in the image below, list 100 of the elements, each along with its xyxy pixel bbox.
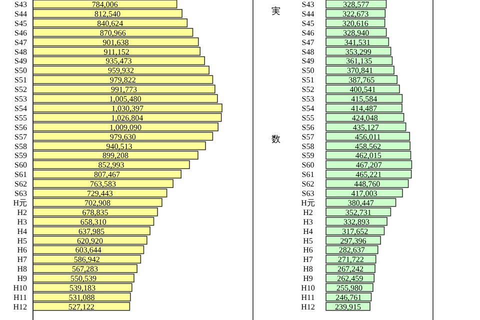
y-tick-label: S45	[302, 18, 314, 28]
data-label: 763,583	[90, 180, 116, 189]
data-label: 467,207	[356, 160, 382, 170]
y-tick-label: S55	[302, 113, 314, 122]
y-tick-label: S63	[302, 189, 314, 198]
data-label: 255,980	[336, 284, 362, 292]
data-label: 239,915	[335, 302, 362, 312]
y-tick-label: S50	[14, 66, 27, 76]
data-label: 935,473	[106, 56, 132, 66]
data-label: 317,652	[342, 226, 368, 236]
y-tick-label: S44	[14, 9, 27, 18]
y-tick-label: S62	[14, 180, 27, 189]
y-tick-label: S51	[14, 76, 27, 85]
y-tick-label: S49	[14, 56, 27, 66]
y-tick-label: S61	[14, 170, 27, 180]
y-tick-label: H12	[301, 302, 315, 312]
y-tick-label: S53	[302, 94, 314, 104]
y-tick-label: S52	[14, 85, 27, 94]
y-tick-label: S50	[302, 66, 314, 76]
y-tick-label: H9	[303, 274, 313, 284]
y-tick-label: S47	[302, 38, 314, 47]
y-tick-label: H3	[17, 217, 27, 226]
data-label: 414,487	[351, 104, 378, 113]
y-tick-label: S58	[302, 142, 314, 151]
data-label: 458,562	[355, 142, 382, 151]
y-tick-label: S48	[14, 47, 27, 56]
data-label: 911,152	[104, 47, 130, 56]
y-tick-label: H4	[303, 226, 313, 236]
data-label: 1,005,480	[109, 94, 142, 104]
y-tick-label: S54	[14, 104, 27, 113]
y-tick-label: H10	[301, 284, 315, 292]
y-tick-label: H2	[303, 208, 313, 217]
data-label: 586,942	[74, 255, 100, 264]
y-tick-label: S45	[14, 18, 27, 28]
data-label: 341,531	[344, 38, 370, 47]
data-label: 539,183	[69, 284, 96, 292]
y-tick-label: H元	[13, 198, 27, 208]
y-tick-label: S57	[302, 132, 314, 142]
y-tick-label: S48	[302, 47, 314, 56]
y-tick-label: H12	[13, 302, 27, 312]
data-label: 870,966	[100, 28, 126, 38]
data-label: 415,584	[351, 94, 378, 104]
data-label: 807,467	[94, 170, 120, 180]
data-label: 282,637	[338, 246, 365, 255]
y-tick-label: S58	[14, 142, 27, 151]
y-tick-label: H6	[17, 246, 27, 255]
y-tick-label: H10	[13, 284, 27, 292]
y-tick-label: H8	[303, 264, 313, 274]
data-label: 1,026,804	[111, 113, 144, 122]
y-tick-label: H3	[303, 217, 313, 226]
data-label: 784,006	[92, 0, 118, 9]
data-label: 901,638	[102, 38, 129, 47]
data-label: 729,443	[86, 189, 113, 198]
y-tick-label: S60	[14, 160, 27, 170]
data-label: 387,765	[348, 76, 375, 85]
data-label: 637,985	[78, 226, 105, 236]
y-tick-label: S52	[302, 85, 314, 94]
y-tick-label: S47	[14, 38, 27, 47]
y-tick-label: H7	[17, 255, 27, 264]
y-tick-label: S60	[302, 160, 314, 170]
y-tick-label: S43	[302, 0, 314, 9]
y-tick-label: S55	[14, 113, 27, 122]
y-tick-label: S49	[302, 56, 314, 66]
y-tick-label: S56	[14, 122, 27, 132]
data-label: 435,127	[352, 122, 379, 132]
data-label: 531,088	[68, 292, 95, 302]
y-tick-label: S56	[302, 122, 314, 132]
data-label: 328,577	[343, 0, 370, 9]
data-label: 979,630	[110, 132, 136, 142]
data-label: 603,644	[75, 246, 102, 255]
y-tick-label: S59	[14, 151, 27, 160]
data-label: 567,283	[72, 264, 98, 274]
data-label: 959,932	[108, 66, 134, 76]
data-label: 1,009,090	[110, 122, 142, 132]
y-tick-label: S59	[302, 151, 314, 160]
data-label: 322,673	[342, 9, 369, 18]
y-tick-label: S62	[302, 180, 314, 189]
data-label: 462,015	[355, 151, 382, 160]
data-label: 400,541	[350, 85, 376, 94]
text: 数	[272, 134, 280, 144]
y-tick-label: S53	[14, 94, 27, 104]
data-label: 246,761	[336, 292, 362, 302]
data-label: 262,459	[337, 274, 364, 284]
y-tick-label: S46	[302, 28, 314, 38]
data-label: 332,893	[344, 217, 370, 226]
text: 実	[272, 6, 280, 16]
data-label: 702,908	[84, 198, 110, 208]
data-label: 267,242	[338, 264, 364, 274]
data-label: 320,616	[342, 18, 368, 28]
y-tick-label: S44	[302, 9, 314, 18]
data-label: 297,396	[340, 236, 366, 246]
y-tick-label: H6	[303, 246, 313, 255]
y-tick-label: H7	[303, 255, 313, 264]
y-tick-label: S46	[14, 28, 27, 38]
data-label: 370,841	[347, 66, 374, 76]
data-label: 620,920	[76, 236, 103, 246]
data-label: 852,993	[98, 160, 124, 170]
y-tick-label: H2	[17, 208, 27, 217]
data-label: 1,030,397	[112, 104, 144, 113]
y-tick-label: S63	[14, 189, 27, 198]
